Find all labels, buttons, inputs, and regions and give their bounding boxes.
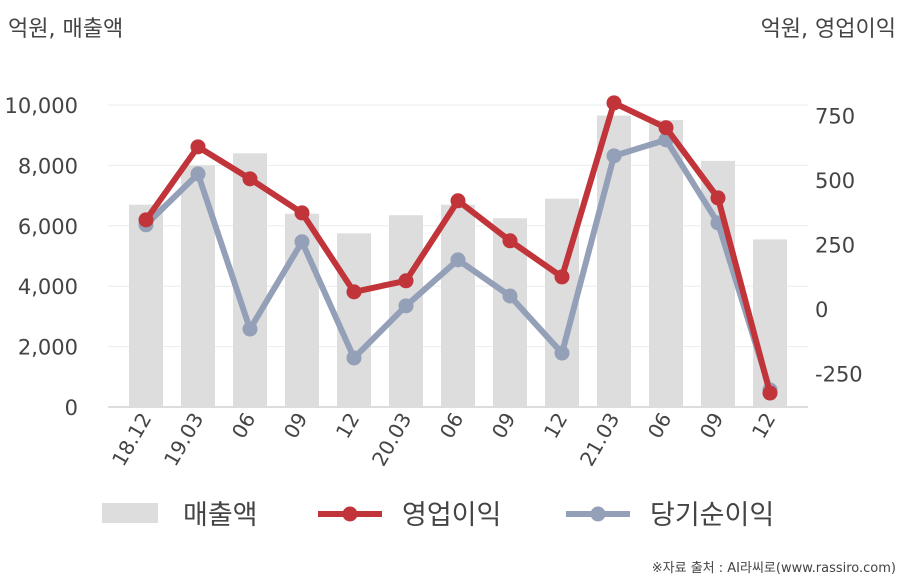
point-영업이익-20.03 (398, 273, 414, 289)
left-tick-label: 0 (65, 396, 78, 420)
bar-06 (649, 120, 683, 407)
legend-swatch-marker (590, 506, 606, 522)
right-tick-label: 0 (815, 298, 828, 322)
point-영업이익-12 (762, 385, 778, 401)
point-당기순이익-12 (346, 350, 362, 366)
legend-label: 영업이익 (402, 500, 501, 531)
point-영업이익-06 (450, 193, 466, 209)
bar-06 (441, 204, 475, 407)
x-tick-label: 06 (643, 409, 677, 443)
point-영업이익-06 (658, 120, 674, 136)
bar-18.12 (129, 204, 163, 407)
point-영업이익-18.12 (138, 212, 154, 228)
point-당기순이익-06 (242, 321, 258, 337)
x-tick-label: 21.03 (575, 409, 624, 471)
point-당기순이익-09 (502, 288, 518, 304)
legend-swatch-marker (342, 506, 358, 522)
x-tick-label: 12 (331, 409, 365, 443)
point-당기순이익-21.03 (606, 148, 622, 164)
point-영업이익-12 (346, 284, 362, 300)
point-영업이익-12 (554, 269, 570, 285)
x-tick-label: 12 (539, 409, 573, 443)
bar-06 (233, 153, 267, 407)
point-영업이익-19.03 (190, 139, 206, 155)
point-영업이익-09 (502, 233, 518, 249)
right-tick-label: 250 (815, 233, 855, 257)
x-tick-label: 19.03 (159, 409, 208, 471)
x-tick-label: 09 (695, 409, 729, 443)
left-tick-label: 10,000 (5, 94, 78, 118)
right-axis-unit: 억원, 영업이익 (761, 17, 896, 42)
left-tick-label: 8,000 (18, 154, 78, 178)
point-당기순이익-20.03 (398, 298, 414, 314)
point-당기순이익-06 (450, 252, 466, 268)
point-영업이익-06 (242, 171, 258, 187)
point-영업이익-21.03 (606, 95, 622, 111)
x-tick-label: 06 (227, 409, 261, 443)
x-tick-label: 09 (487, 409, 521, 443)
point-영업이익-09 (294, 205, 310, 221)
right-tick-label: 750 (815, 104, 855, 128)
point-영업이익-09 (710, 190, 726, 206)
x-tick-label: 18.12 (107, 409, 156, 471)
legend-label: 매출액 (183, 500, 258, 531)
right-tick-label: -250 (815, 362, 863, 386)
left-tick-label: 2,000 (18, 336, 78, 360)
bar-12 (337, 233, 371, 407)
x-tick-label: 12 (747, 409, 781, 443)
x-tick-label: 09 (279, 409, 313, 443)
point-당기순이익-09 (294, 234, 310, 250)
right-tick-label: 500 (815, 169, 855, 193)
left-tick-label: 6,000 (18, 215, 78, 239)
point-당기순이익-12 (554, 345, 570, 361)
source-note: ※자료 출처 : AI라씨로(www.rassiro.com) (652, 561, 896, 576)
left-axis-unit: 억원, 매출액 (8, 17, 123, 42)
point-당기순이익-19.03 (190, 166, 206, 182)
x-tick-label: 20.03 (367, 409, 416, 471)
legend-swatch-bar (102, 503, 158, 523)
x-tick-label: 06 (435, 409, 469, 443)
bar-12 (753, 239, 787, 407)
legend-label: 당기순이익 (650, 500, 774, 531)
left-tick-label: 4,000 (18, 275, 78, 299)
